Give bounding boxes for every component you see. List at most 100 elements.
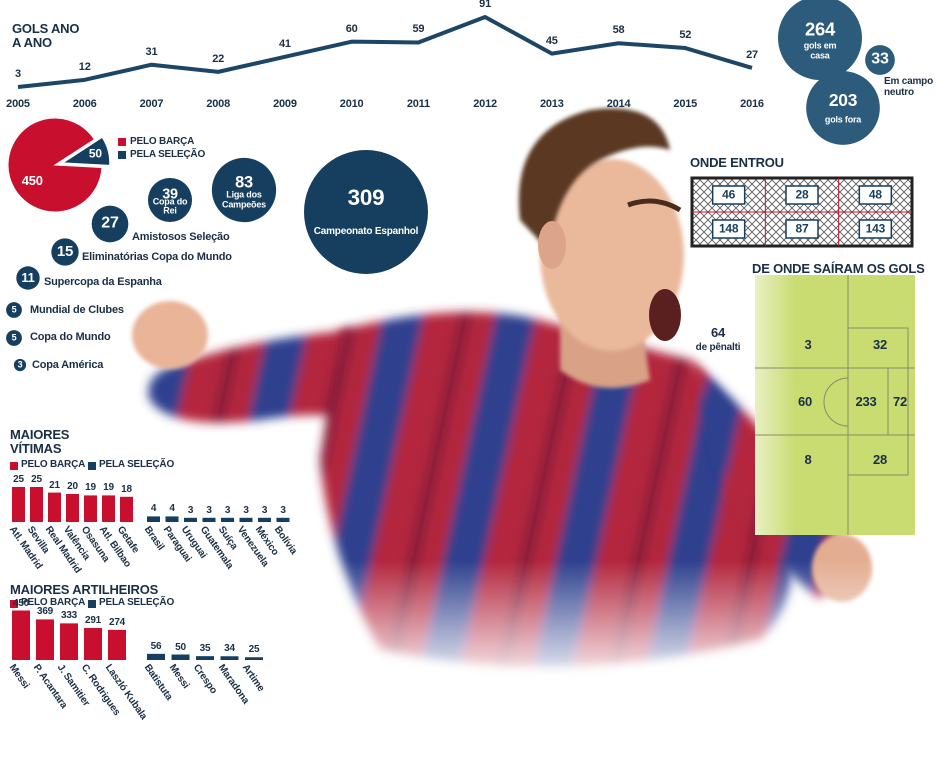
bar bbox=[184, 517, 197, 522]
player-illustration bbox=[132, 108, 872, 690]
x-tick-label: 2012 bbox=[473, 98, 497, 111]
goal-cell bbox=[785, 219, 819, 239]
pie-slice bbox=[7, 117, 103, 213]
x-tick-label: 2009 bbox=[273, 98, 297, 111]
pitch bbox=[755, 275, 915, 535]
legend-label: PELA SELEÇÃO bbox=[130, 149, 206, 160]
cell-value: 143 bbox=[865, 221, 886, 236]
line bbox=[17, 15, 753, 89]
bubble-label: Eliminatórias Copa do Mundo bbox=[82, 251, 232, 263]
bubble-value: 309 bbox=[347, 185, 385, 211]
value-label: 31 bbox=[145, 45, 158, 58]
value-label: 3 bbox=[15, 68, 21, 81]
x-tick-label: 2010 bbox=[339, 98, 364, 111]
bubble-value: 39 bbox=[162, 186, 178, 203]
value-label: 3 bbox=[261, 504, 268, 516]
player-arm-left bbox=[148, 330, 360, 423]
zone-value: 32 bbox=[872, 337, 888, 353]
bubble-value: 27 bbox=[101, 214, 119, 232]
penalty-arc bbox=[823, 377, 849, 427]
bubble-value: 83 bbox=[235, 173, 253, 192]
bar bbox=[202, 517, 216, 522]
goal-cell bbox=[711, 219, 746, 239]
bar bbox=[276, 517, 290, 522]
bubble-value: 5 bbox=[11, 332, 17, 343]
legend-swatch bbox=[118, 151, 126, 159]
value-label: 25 bbox=[31, 473, 42, 485]
bar bbox=[239, 517, 253, 522]
legend-swatch bbox=[10, 462, 18, 470]
bubble bbox=[6, 330, 22, 346]
slice-label: 450 bbox=[21, 173, 43, 189]
bar bbox=[147, 653, 165, 660]
value-label: 21 bbox=[49, 479, 60, 491]
value-label: 3 bbox=[243, 504, 249, 516]
bubble-label: Campeonato Espanhol bbox=[313, 225, 419, 237]
bubble-label: Em campo neutro bbox=[884, 76, 933, 98]
legend-label: PELO BARÇA bbox=[21, 459, 86, 470]
cell-value: 46 bbox=[722, 187, 736, 202]
value-label: 52 bbox=[679, 29, 692, 42]
bar bbox=[221, 517, 234, 522]
bubble bbox=[865, 45, 895, 75]
bubble-label: Mundial de Clubes bbox=[30, 304, 124, 316]
legend-label: PELO BARÇA bbox=[21, 597, 86, 608]
bubble bbox=[13, 358, 27, 372]
player-head bbox=[540, 159, 684, 351]
goal-area bbox=[887, 367, 909, 436]
zone-value: 8 bbox=[804, 452, 812, 468]
value-label: 19 bbox=[103, 482, 114, 494]
value-label: 91 bbox=[479, 0, 491, 11]
cell-value: 148 bbox=[718, 221, 739, 236]
legend-swatch bbox=[88, 600, 96, 608]
value-label: 45 bbox=[545, 34, 558, 47]
goal-cell bbox=[858, 219, 893, 239]
bar bbox=[60, 623, 78, 660]
bar bbox=[84, 495, 97, 522]
value-label: 56 bbox=[150, 640, 162, 652]
value-label: 274 bbox=[108, 616, 126, 628]
value-label: 20 bbox=[67, 480, 78, 492]
bubble bbox=[147, 177, 193, 223]
chart-title: DE ONDE SAÍRAM OS GOLS bbox=[752, 261, 925, 276]
bar bbox=[147, 516, 160, 522]
bubble bbox=[304, 150, 428, 274]
penalty-value: 64 bbox=[710, 325, 726, 341]
value-label: 333 bbox=[60, 610, 78, 622]
value-label: 25 bbox=[248, 644, 260, 655]
bar bbox=[196, 656, 214, 660]
chart-title: MAIORES ARTILHEIROS bbox=[10, 582, 159, 597]
legend-label: PELA SELEÇÃO bbox=[99, 597, 175, 608]
bubble-label: Supercopa da Espanha bbox=[44, 276, 162, 288]
zone-value: 72 bbox=[892, 394, 908, 410]
bubble bbox=[91, 205, 129, 243]
x-tick-label: 2008 bbox=[206, 98, 231, 111]
bar bbox=[48, 492, 61, 522]
bubble bbox=[211, 157, 277, 223]
bubble-label: Amistosos Seleção bbox=[132, 231, 230, 243]
penalty-label: de pênalti bbox=[695, 341, 741, 353]
legend-swatch bbox=[88, 462, 96, 470]
bubble-value: 3 bbox=[17, 359, 23, 370]
x-tick-label: 2016 bbox=[740, 98, 764, 111]
bubble bbox=[6, 302, 22, 318]
bar bbox=[220, 656, 239, 660]
value-label: 291 bbox=[84, 614, 102, 626]
bar bbox=[120, 496, 133, 522]
player-mouth bbox=[649, 289, 681, 341]
cell-value: 28 bbox=[795, 187, 809, 202]
bubble-value: 33 bbox=[871, 50, 889, 68]
value-label: 369 bbox=[36, 606, 54, 618]
value-label: 4 bbox=[169, 503, 175, 515]
x-tick-label: 2007 bbox=[139, 98, 164, 111]
bar bbox=[12, 610, 30, 660]
value-label: 58 bbox=[612, 24, 625, 37]
value-label: 4 bbox=[150, 503, 157, 515]
bar bbox=[245, 657, 263, 660]
legend-swatch bbox=[10, 600, 18, 608]
bubble-value: 203 bbox=[828, 89, 858, 110]
player-brow bbox=[627, 198, 682, 213]
zone-value: 3 bbox=[804, 337, 812, 353]
legend-label: PELA SELEÇÃO bbox=[99, 459, 175, 470]
